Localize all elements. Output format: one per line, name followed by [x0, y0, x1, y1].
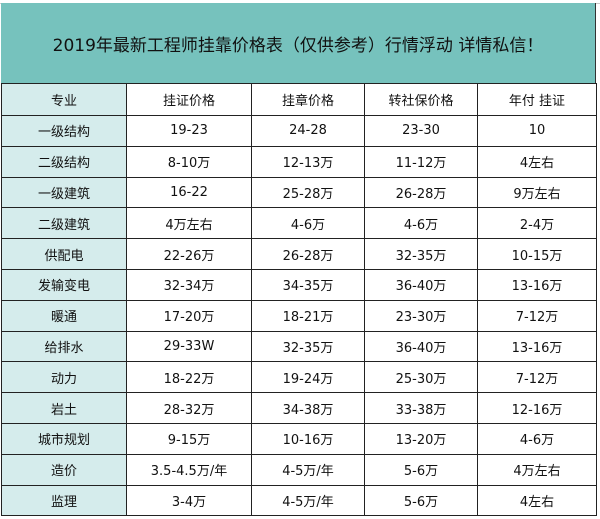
- price-cell[interactable]: 13-20万: [364, 422, 478, 455]
- price-cell[interactable]: 24-28: [251, 115, 365, 147]
- table-row: 城市规划 9-15万 10-16万 13-20万 4-6万: [1, 422, 597, 455]
- table-row: 造价 3.5-4.5万/年 4-5万/年 5-6万 4万左右: [1, 453, 597, 486]
- table-row: 监理 3-4万 4-5万/年 5-6万 4左右: [1, 484, 597, 517]
- price-cell[interactable]: 13-16万: [477, 330, 597, 363]
- specialty-cell[interactable]: 一级建筑: [1, 176, 127, 209]
- table-row: 发输变电 32-34万 34-35万 36-40万 13-16万: [1, 268, 597, 301]
- price-cell[interactable]: 36-40万: [364, 330, 478, 363]
- specialty-cell[interactable]: 监理: [1, 484, 127, 517]
- specialty-cell[interactable]: 岩土: [1, 392, 127, 424]
- price-cell[interactable]: 4万左右: [126, 207, 252, 240]
- price-cell[interactable]: 25-28万: [251, 176, 365, 209]
- header-cell[interactable]: 挂证价格: [126, 83, 252, 116]
- price-cell[interactable]: 12-16万: [477, 392, 597, 424]
- table-row: 暖通 17-20万 18-21万 23-30万 7-12万: [1, 299, 597, 332]
- price-cell[interactable]: 16-22: [126, 176, 252, 209]
- price-cell[interactable]: 5-6万: [364, 453, 478, 486]
- table-row: 一级结构 19-23 24-28 23-30 10: [1, 115, 597, 147]
- price-cell[interactable]: 9-15万: [126, 422, 252, 455]
- price-cell[interactable]: 36-40万: [364, 268, 478, 301]
- price-cell[interactable]: 11-12万: [364, 145, 478, 178]
- price-cell[interactable]: 18-22万: [126, 361, 252, 394]
- table-row: 供配电 22-26万 26-28万 32-35万 10-15万: [1, 238, 597, 270]
- price-cell[interactable]: 4-5万/年: [251, 453, 365, 486]
- price-cell[interactable]: 5-6万: [364, 484, 478, 517]
- price-cell[interactable]: 28-32万: [126, 392, 252, 424]
- price-cell[interactable]: 3-4万: [126, 484, 252, 517]
- price-cell[interactable]: 3.5-4.5万/年: [126, 453, 252, 486]
- price-cell[interactable]: 10: [477, 115, 597, 147]
- price-cell[interactable]: 7-12万: [477, 299, 597, 332]
- price-cell[interactable]: 9万左右: [477, 176, 597, 209]
- specialty-cell[interactable]: 城市规划: [1, 422, 127, 455]
- price-cell[interactable]: 4左右: [477, 145, 597, 178]
- price-cell[interactable]: 4-6万: [477, 422, 597, 455]
- price-cell[interactable]: 32-35万: [251, 330, 365, 363]
- price-cell[interactable]: 2-4万: [477, 207, 597, 240]
- price-table: 专业 挂证价格 挂章价格 转社保价格 年付 挂证 一级结构 19-23 24-28 2…: [1, 83, 597, 517]
- price-cell[interactable]: 4-6万: [364, 207, 478, 240]
- header-row: 专业 挂证价格 挂章价格 转社保价格 年付 挂证: [1, 83, 597, 116]
- header-cell[interactable]: 专业: [1, 83, 127, 116]
- price-cell[interactable]: 23-30万: [364, 299, 478, 332]
- price-cell[interactable]: 17-20万: [126, 299, 252, 332]
- specialty-cell[interactable]: 造价: [1, 453, 127, 486]
- price-cell[interactable]: 23-30: [364, 115, 478, 147]
- price-cell[interactable]: 18-21万: [251, 299, 365, 332]
- price-cell[interactable]: 7-12万: [477, 361, 597, 394]
- price-cell[interactable]: 32-35万: [364, 238, 478, 270]
- price-cell[interactable]: 34-38万: [251, 392, 365, 424]
- table-row: 二级建筑 4万左右 4-6万 4-6万 2-4万: [1, 207, 597, 240]
- price-cell[interactable]: 33-38万: [364, 392, 478, 424]
- specialty-cell[interactable]: 二级建筑: [1, 207, 127, 240]
- table-row: 岩土 28-32万 34-38万 33-38万 12-16万: [1, 392, 597, 424]
- price-cell[interactable]: 4左右: [477, 484, 597, 517]
- specialty-cell[interactable]: 一级结构: [1, 115, 127, 147]
- price-cell[interactable]: 4-6万: [251, 207, 365, 240]
- price-cell[interactable]: 10-15万: [477, 238, 597, 270]
- price-cell[interactable]: 26-28万: [251, 238, 365, 270]
- price-cell[interactable]: 19-23: [126, 115, 252, 147]
- header-cell[interactable]: 转社保价格: [364, 83, 478, 116]
- header-cell[interactable]: 挂章价格: [251, 83, 365, 116]
- specialty-cell[interactable]: 发输变电: [1, 268, 127, 301]
- price-cell[interactable]: 26-28万: [364, 176, 478, 209]
- table-title: 2019年最新工程师挂靠价格表（仅供参考）行情浮动 详情私信！: [1, 3, 596, 83]
- price-cell[interactable]: 4-5万/年: [251, 484, 365, 517]
- specialty-cell[interactable]: 供配电: [1, 238, 127, 270]
- price-cell[interactable]: 10-16万: [251, 422, 365, 455]
- price-cell[interactable]: 8-10万: [126, 145, 252, 178]
- table-row: 给排水 29-33W 32-35万 36-40万 13-16万: [1, 330, 597, 363]
- table-row: 二级结构 8-10万 12-13万 11-12万 4左右: [1, 145, 597, 178]
- price-cell[interactable]: 4万左右: [477, 453, 597, 486]
- specialty-cell[interactable]: 暖通: [1, 299, 127, 332]
- table-row: 一级建筑 16-22 25-28万 26-28万 9万左右: [1, 176, 597, 209]
- price-cell[interactable]: 12-13万: [251, 145, 365, 178]
- price-cell[interactable]: 13-16万: [477, 268, 597, 301]
- price-cell[interactable]: 32-34万: [126, 268, 252, 301]
- specialty-cell[interactable]: 给排水: [1, 330, 127, 363]
- price-cell[interactable]: 34-35万: [251, 268, 365, 301]
- price-cell[interactable]: 22-26万: [126, 238, 252, 270]
- specialty-cell[interactable]: 二级结构: [1, 145, 127, 178]
- header-cell[interactable]: 年付 挂证: [477, 83, 597, 116]
- price-cell[interactable]: 19-24万: [251, 361, 365, 394]
- price-cell[interactable]: 29-33W: [126, 330, 252, 363]
- table-row: 动力 18-22万 19-24万 25-30万 7-12万: [1, 361, 597, 394]
- specialty-cell[interactable]: 动力: [1, 361, 127, 394]
- price-cell[interactable]: 25-30万: [364, 361, 478, 394]
